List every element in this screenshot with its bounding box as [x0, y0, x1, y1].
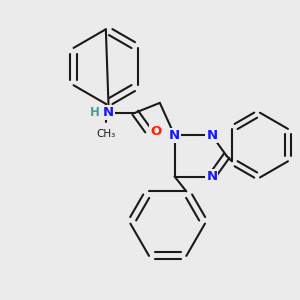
Text: H: H	[90, 106, 100, 119]
Text: N: N	[103, 106, 114, 119]
Text: N: N	[206, 129, 218, 142]
Text: N: N	[206, 170, 218, 183]
Text: N: N	[169, 129, 180, 142]
Text: CH₃: CH₃	[96, 129, 116, 140]
Text: O: O	[150, 125, 161, 138]
